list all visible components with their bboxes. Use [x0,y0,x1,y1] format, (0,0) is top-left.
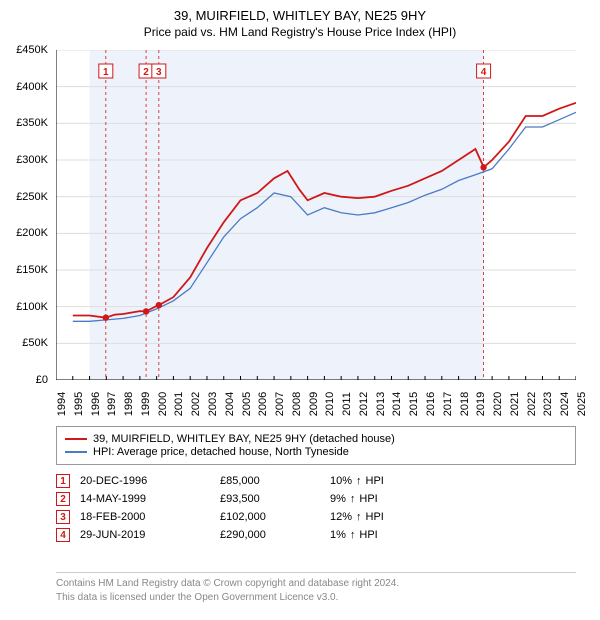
x-tick-label: 2012 [358,392,370,416]
y-tick-label: £450K [16,44,48,56]
svg-text:2: 2 [143,67,149,78]
transaction-suffix: HPI [366,511,384,523]
legend: 39, MUIRFIELD, WHITLEY BAY, NE25 9HY (de… [56,426,576,465]
x-tick-label: 1996 [90,392,102,416]
legend-swatch [65,438,87,440]
transaction-suffix: HPI [359,493,377,505]
x-tick-label: 2024 [559,392,571,416]
transaction-date: 29-JUN-2019 [80,529,210,541]
transaction-delta: 1% ↑HPI [330,529,378,541]
transaction-row: 3 18-FEB-2000 £102,000 12% ↑ HPI [56,510,576,524]
x-tick-label: 2025 [576,392,588,416]
x-tick-label: 1998 [123,392,135,416]
plot-area: 1 23 4 [56,50,576,380]
transaction-row: 2 14-MAY-1999 £93,500 9% ↑HPI [56,492,576,506]
x-tick-label: 2008 [291,392,303,416]
transaction-date: 20-DEC-1996 [80,475,210,487]
transaction-pct: 12% [330,511,352,523]
transaction-delta: 9% ↑HPI [330,493,378,505]
x-tick-label: 2004 [224,392,236,416]
transaction-price: £102,000 [220,511,320,523]
transaction-row: 1 20-DEC-1996 £85,000 10% ↑ HPI [56,474,576,488]
transaction-delta: 10% ↑ HPI [330,475,384,487]
transaction-marker: 3 [56,510,70,524]
chart-subtitle: Price paid vs. HM Land Registry's House … [0,25,600,39]
svg-text:1: 1 [103,67,109,78]
x-tick-label: 1999 [140,392,152,416]
x-tick-label: 2006 [257,392,269,416]
transaction-marker: 4 [56,528,70,542]
x-tick-label: 2014 [391,392,403,416]
x-tick-label: 1994 [56,392,68,416]
x-tick-label: 2010 [324,392,336,416]
transaction-date: 14-MAY-1999 [80,493,210,505]
x-tick-label: 2015 [408,392,420,416]
y-tick-label: £0 [36,374,48,386]
y-axis: £0£50K£100K£150K£200K£250K£300K£350K£400… [0,50,52,380]
transaction-price: £290,000 [220,529,320,541]
x-axis: 1994 1995 1996 1997 1998 1999 2000 2001 2002 2003… [56,384,576,424]
legend-label: HPI: Average price, detached house, Nort… [93,446,349,458]
x-tick-label: 2018 [459,392,471,416]
transaction-price: £85,000 [220,475,320,487]
legend-swatch [65,451,87,453]
transaction-pct: 9% [330,493,346,505]
x-tick-label: 2016 [425,392,437,416]
y-tick-label: £100K [16,301,48,313]
svg-text:3: 3 [156,67,162,78]
x-tick-label: 2023 [542,392,554,416]
footer-line-1: Contains HM Land Registry data © Crown c… [56,577,576,591]
y-tick-label: £350K [16,117,48,129]
transaction-delta: 12% ↑ HPI [330,511,384,523]
transaction-pct: 10% [330,475,352,487]
x-tick-label: 2007 [274,392,286,416]
arrow-up-icon: ↑ [350,529,356,541]
chart-container: 39, MUIRFIELD, WHITLEY BAY, NE25 9HY Pri… [0,0,600,620]
x-tick-label: 2022 [526,392,538,416]
x-tick-label: 2013 [375,392,387,416]
y-tick-label: £250K [16,191,48,203]
svg-text:4: 4 [481,67,487,78]
arrow-up-icon: ↑ [350,493,356,505]
transaction-suffix: HPI [359,529,377,541]
x-tick-label: 2003 [207,392,219,416]
x-tick-label: 2001 [173,392,185,416]
legend-label: 39, MUIRFIELD, WHITLEY BAY, NE25 9HY (de… [93,433,395,445]
x-tick-label: 2005 [241,392,253,416]
transaction-suffix: HPI [366,475,384,487]
y-tick-label: £150K [16,264,48,276]
transactions-table: 120-DEC-1996£85,00010%↑HPI214-MAY-1999£9… [56,470,576,546]
y-tick-label: £200K [16,227,48,239]
x-tick-label: 2020 [492,392,504,416]
footer-line-2: This data is licensed under the Open Gov… [56,591,576,605]
arrow-up-icon: ↑ [356,511,362,523]
chart-title: 39, MUIRFIELD, WHITLEY BAY, NE25 9HY [0,8,600,23]
x-tick-label: 2002 [190,392,202,416]
arrow-up-icon: ↑ [356,475,362,487]
x-tick-label: 2019 [475,392,487,416]
legend-item: HPI: Average price, detached house, Nort… [65,446,567,458]
x-tick-label: 1995 [73,392,85,416]
x-tick-label: 2011 [341,392,353,416]
y-tick-label: £300K [16,154,48,166]
transaction-date: 18-FEB-2000 [80,511,210,523]
transaction-pct: 1% [330,529,346,541]
legend-item: 39, MUIRFIELD, WHITLEY BAY, NE25 9HY (de… [65,433,567,445]
y-tick-label: £50K [22,337,48,349]
x-tick-label: 2000 [157,392,169,416]
transaction-price: £93,500 [220,493,320,505]
x-tick-label: 2009 [308,392,320,416]
transaction-row: 4 29-JUN-2019 £290,000 1% ↑HPI [56,528,576,542]
transaction-marker: 2 [56,492,70,506]
x-tick-label: 2021 [509,392,521,416]
x-tick-label: 2017 [442,392,454,416]
x-tick-label: 1997 [106,392,118,416]
chart-svg: 1 23 4 [56,50,576,380]
footer-attribution: Contains HM Land Registry data © Crown c… [56,572,576,604]
transaction-marker: 1 [56,474,70,488]
title-block: 39, MUIRFIELD, WHITLEY BAY, NE25 9HY Pri… [0,0,600,39]
y-tick-label: £400K [16,81,48,93]
